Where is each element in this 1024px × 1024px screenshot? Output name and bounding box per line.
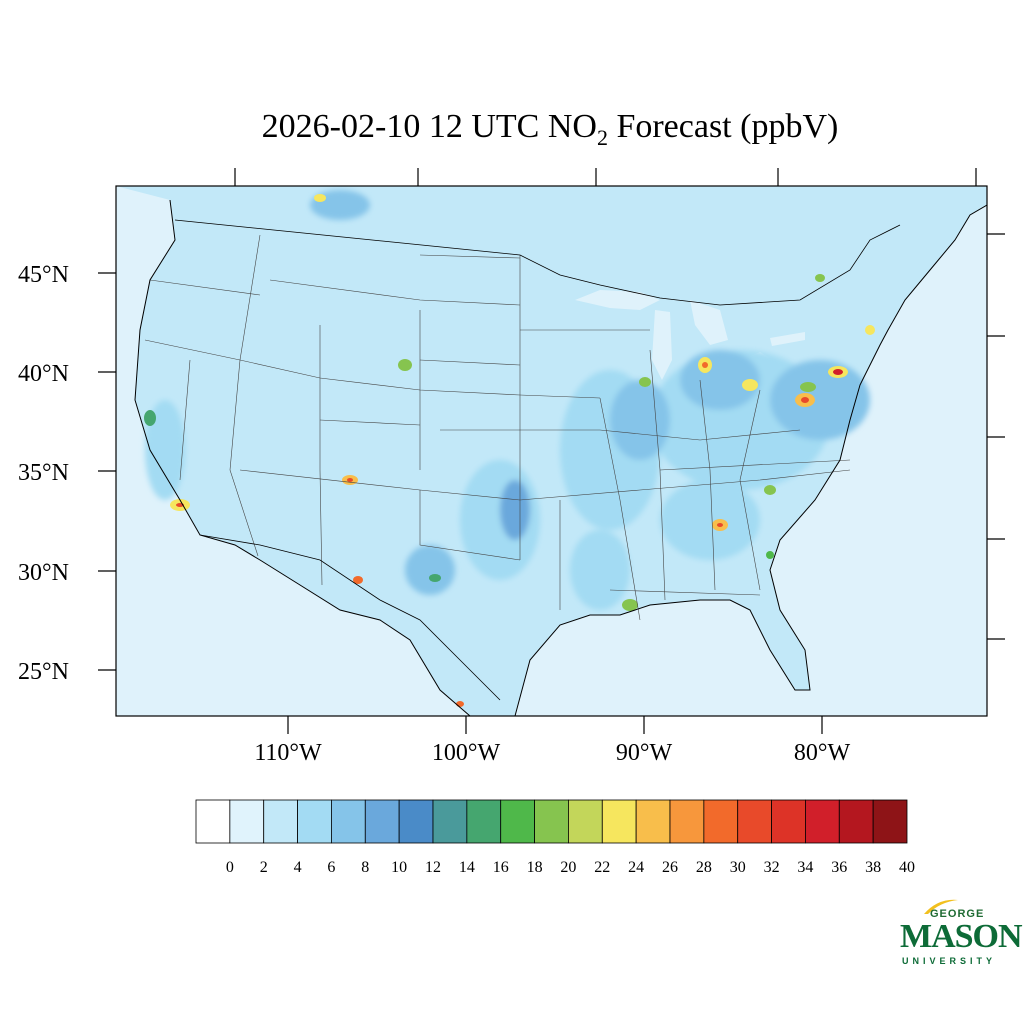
coastline xyxy=(134,199,987,716)
lat-label-30: 30°N xyxy=(18,560,69,586)
colorbar-box-9 xyxy=(500,799,535,844)
colorbar-label-2: 2 xyxy=(260,859,268,876)
logo-line3: UNIVERSITY xyxy=(902,956,997,966)
title-subscript: 2 xyxy=(596,124,608,150)
longitude-labels: 110°W 100°W 90°W 80°W xyxy=(254,740,850,766)
colorbar-box-7 xyxy=(432,799,468,844)
colorbar-label-6: 6 xyxy=(327,859,335,876)
title-suffix: Forecast (ppbV) xyxy=(607,108,839,145)
lon-label-100: 100°W xyxy=(432,740,501,766)
lake-ontario xyxy=(770,332,805,346)
logo-swoosh-icon xyxy=(924,899,958,914)
colorbar-label-12: 12 xyxy=(425,859,441,876)
colorbar-labels: 0 2 4 6 8 10 12 14 16 18 20 22 24 26 28 30 32 34 36 38 40 xyxy=(226,859,915,876)
colorbar-box-17 xyxy=(771,799,806,844)
colorbar-box-10 xyxy=(534,799,569,844)
top-ticks xyxy=(234,168,977,186)
colorbar-box-12 xyxy=(601,799,637,844)
colorbar-box-0 xyxy=(195,799,231,844)
colorbar-label-40: 40 xyxy=(899,859,915,876)
colorbar-box-14 xyxy=(669,799,705,844)
colorbar-label-4: 4 xyxy=(294,859,302,876)
lat-label-45: 45°N xyxy=(18,262,69,288)
colorbar-box-16 xyxy=(737,799,772,844)
map-frame xyxy=(115,185,988,717)
left-ticks xyxy=(98,272,116,671)
lon-label-90: 90°W xyxy=(616,740,673,766)
colorbar-label-10: 10 xyxy=(391,859,407,876)
colorbar-label-20: 20 xyxy=(560,859,576,876)
latitude-labels: 45°N 40°N 35°N 30°N 25°N xyxy=(18,262,69,685)
colorbar-box-2 xyxy=(263,799,298,844)
colorbar-label-28: 28 xyxy=(696,859,712,876)
logo-line1: GEORGE xyxy=(930,908,985,920)
colorbar xyxy=(195,799,908,844)
gmu-logo: GEORGE MASON UNIVERSITY xyxy=(896,896,1023,976)
colorbar-label-18: 18 xyxy=(527,859,543,876)
colorbar-label-32: 32 xyxy=(764,859,780,876)
colorbar-box-15 xyxy=(703,799,739,844)
colorbar-label-30: 30 xyxy=(730,859,746,876)
page-title: 2026-02-10 12 UTC NO2 Forecast (ppbV) xyxy=(0,108,1024,151)
colorbar-label-36: 36 xyxy=(831,859,847,876)
colorbar-box-18 xyxy=(805,799,840,844)
colorbar-box-8 xyxy=(466,799,502,844)
lat-label-25: 25°N xyxy=(18,659,69,685)
hotspots xyxy=(144,194,875,707)
colorbar-box-11 xyxy=(568,799,603,844)
colorbar-box-5 xyxy=(364,799,400,844)
colorbar-box-20 xyxy=(872,799,908,844)
colorbar-box-6 xyxy=(398,799,434,844)
logo-line2: MASON xyxy=(900,918,1023,955)
lon-label-80: 80°W xyxy=(794,740,851,766)
title-prefix: 2026-02-10 12 UTC NO xyxy=(261,108,597,145)
colorbar-label-22: 22 xyxy=(594,859,610,876)
lat-label-35: 35°N xyxy=(18,460,69,486)
bottom-ticks xyxy=(287,716,823,734)
colorbar-box-13 xyxy=(635,799,671,844)
great-lakes xyxy=(575,290,660,310)
colorbar-label-38: 38 xyxy=(865,859,881,876)
lake-michigan xyxy=(652,310,672,380)
colorbar-label-14: 14 xyxy=(459,859,475,876)
lon-label-110: 110°W xyxy=(254,740,322,766)
colorbar-box-4 xyxy=(331,799,366,844)
colorbar-box-3 xyxy=(297,799,332,844)
right-ticks xyxy=(987,233,1005,640)
colorbar-label-24: 24 xyxy=(628,859,644,876)
land-area xyxy=(116,186,987,716)
lat-label-40: 40°N xyxy=(18,361,69,387)
colorbar-box-1 xyxy=(229,799,265,844)
colorbar-label-34: 34 xyxy=(797,859,813,876)
state-boundaries xyxy=(144,234,851,621)
colorbar-label-16: 16 xyxy=(493,859,509,876)
mexico-border xyxy=(199,534,501,701)
colorbar-label-0: 0 xyxy=(226,859,234,876)
colorbar-label-26: 26 xyxy=(662,859,678,876)
canada-border xyxy=(174,219,901,306)
colorbar-label-8: 8 xyxy=(361,859,369,876)
colorbar-box-19 xyxy=(838,799,874,844)
lake-huron xyxy=(690,300,728,345)
